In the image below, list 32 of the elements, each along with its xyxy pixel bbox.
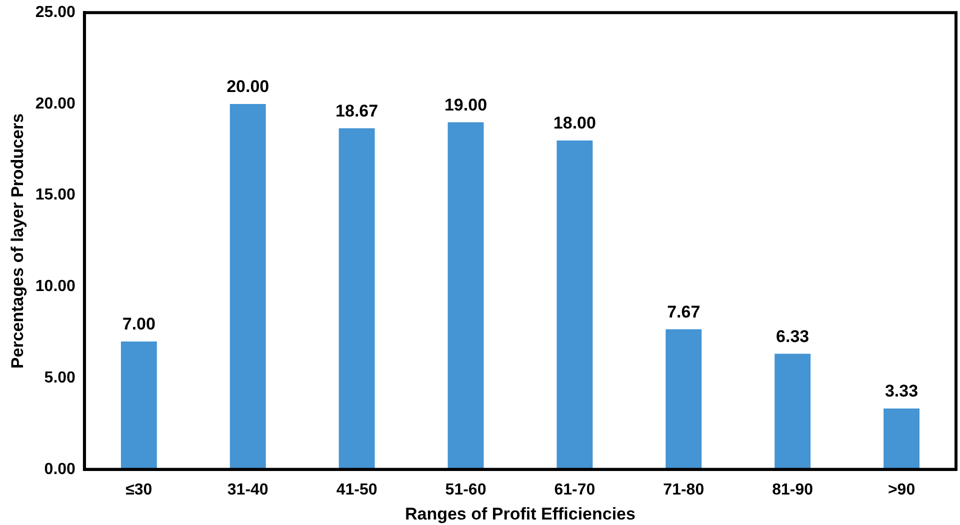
y-axis-title: Percentages of layer Producers [8,113,27,369]
data-label: 3.33 [884,382,918,401]
x-tick-label: 41-50 [336,481,378,498]
bar [120,341,157,470]
bar [448,122,484,470]
bar [666,329,702,470]
bar [338,128,375,470]
data-label: 20.00 [226,77,270,96]
x-tick-label: ≤30 [126,481,152,498]
x-tick-label: 31-40 [227,481,268,498]
bar [884,408,920,470]
y-tick-label: 10.00 [35,278,76,296]
x-tick-label: >90 [888,481,916,498]
bar [230,104,266,470]
x-tick-label: 71-80 [663,481,704,498]
data-label: 6.33 [776,326,810,346]
x-tick-label: 61-70 [554,481,596,498]
data-label: 19.00 [444,95,488,114]
bar [556,140,593,470]
x-tick-label: 51-60 [445,481,486,498]
y-tick-label: 25.00 [35,4,76,22]
data-label: 7.00 [122,314,156,334]
bar [774,354,811,470]
data-label: 18.67 [336,101,378,120]
y-tick-label: 15.00 [35,186,76,204]
y-tick-label: 5.00 [44,369,76,386]
data-label: 18.00 [553,114,596,133]
x-tick-label: 81-90 [772,481,814,498]
y-tick-label: 0.00 [44,460,76,478]
y-tick-label: 20.00 [35,95,76,112]
x-axis-title: Ranges of Profit Efficiencies [404,504,636,524]
data-label: 7.67 [667,302,700,322]
